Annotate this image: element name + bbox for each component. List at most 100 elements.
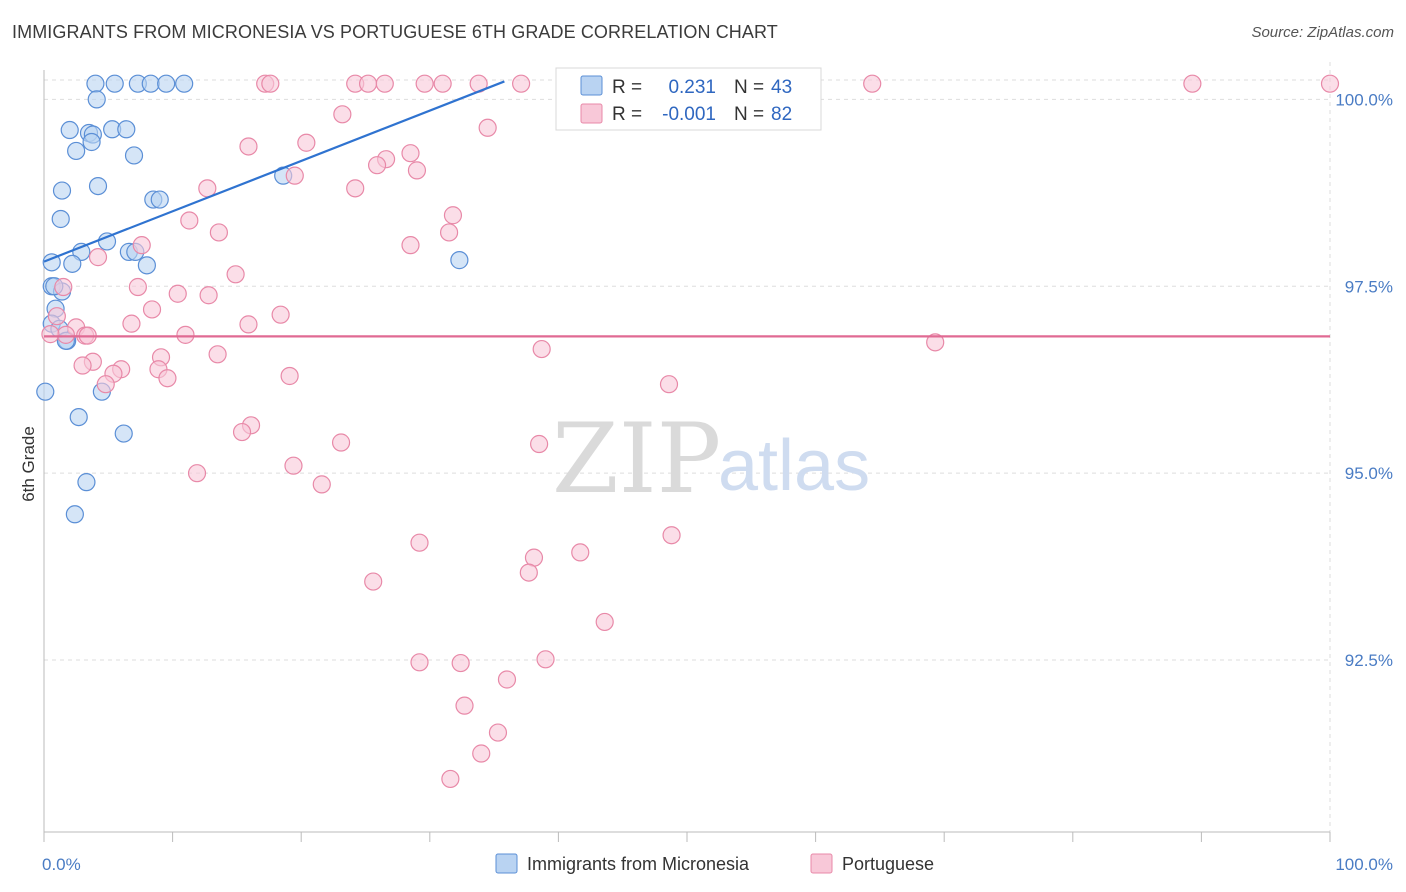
point-portuguese-49 [208, 345, 227, 364]
legend-r-label-micronesia: R = [612, 77, 642, 98]
point-portuguese-31 [226, 265, 245, 284]
point-portuguese-48 [926, 333, 945, 352]
series-portuguese-points [41, 74, 1340, 789]
point-portuguese-28 [401, 236, 420, 255]
point-portuguese-21 [285, 166, 304, 185]
legend-n-label-micronesia: N = [734, 77, 764, 98]
point-portuguese-5 [415, 74, 434, 93]
point-portuguese-65 [187, 464, 207, 483]
point-portuguese-27 [439, 223, 459, 242]
point-portuguese-1 [261, 74, 280, 93]
point-portuguese-19 [367, 156, 387, 175]
y-tick-label-0: 100.0% [1335, 90, 1393, 109]
point-portuguese-7 [512, 74, 531, 93]
legend-swatch-portuguese [580, 103, 603, 124]
point-portuguese-15 [297, 133, 316, 152]
point-portuguese-14 [478, 118, 497, 137]
point-portuguese-79 [488, 723, 508, 742]
point-micronesia-12 [82, 132, 101, 152]
point-portuguese-56 [158, 369, 177, 388]
point-portuguese-36 [142, 300, 162, 319]
point-portuguese-10 [1183, 74, 1202, 93]
point-micronesia-36 [36, 382, 55, 401]
point-portuguese-64 [284, 456, 303, 475]
point-portuguese-75 [451, 653, 470, 673]
point-micronesia-28 [450, 251, 469, 270]
point-portuguese-59 [659, 375, 679, 394]
point-micronesia-27 [137, 256, 156, 275]
point-portuguese-16 [239, 137, 258, 156]
watermark-atlas: atlas [718, 426, 870, 506]
point-micronesia-26 [63, 254, 82, 273]
point-portuguese-18 [401, 144, 420, 163]
point-portuguese-32 [128, 277, 147, 297]
point-portuguese-63 [530, 434, 549, 454]
point-micronesia-3 [141, 74, 160, 93]
stats-legend: R = 0.231 N = 43 R = -0.001 N = 82 [555, 67, 822, 131]
point-portuguese-69 [410, 533, 429, 552]
point-portuguese-11 [1320, 74, 1340, 93]
legend-swatch-micronesia [580, 75, 603, 96]
point-portuguese-58 [96, 375, 115, 394]
point-micronesia-0 [86, 74, 105, 93]
point-micronesia-40 [77, 473, 96, 492]
point-micronesia-11 [117, 120, 136, 139]
point-micronesia-16 [88, 176, 108, 196]
legend-r-label-portuguese: R = [612, 104, 642, 125]
point-micronesia-39 [114, 424, 133, 443]
x-tick-labels: 0.0% 100.0% [42, 855, 1393, 874]
point-portuguese-30 [88, 248, 108, 267]
point-micronesia-1 [105, 74, 124, 93]
point-portuguese-74 [410, 653, 429, 672]
point-portuguese-42 [56, 325, 75, 344]
point-portuguese-9 [863, 74, 882, 93]
point-portuguese-33 [54, 277, 73, 297]
watermark-zip: ZIP [552, 403, 721, 515]
point-portuguese-73 [595, 612, 614, 632]
y-tick-label-2: 95.0% [1345, 464, 1393, 483]
trend-lines [43, 80, 1330, 338]
chart-source: Source: ZipAtlas.com [1251, 24, 1394, 41]
point-portuguese-39 [122, 314, 141, 333]
point-micronesia-6 [87, 90, 106, 109]
series-legend-swatch-micronesia [495, 853, 518, 874]
point-portuguese-52 [73, 356, 92, 375]
y-tick-labels: 100.0% 97.5% 95.0% 92.5% [1335, 90, 1393, 670]
point-portuguese-13 [333, 105, 352, 124]
series-legend-swatch-portuguese [810, 853, 833, 874]
point-portuguese-57 [280, 366, 299, 386]
y-tick-label-3: 92.5% [1345, 651, 1393, 670]
legend-n-value-micronesia: 43 [771, 77, 792, 98]
point-portuguese-34 [168, 284, 187, 303]
point-portuguese-80 [472, 744, 491, 763]
series-legend: Immigrants from Micronesia Portuguese [495, 853, 934, 874]
y-axis-label: 6th Grade [19, 426, 38, 502]
point-portuguese-71 [519, 563, 538, 582]
x-tick-label-max: 100.0% [1335, 855, 1393, 874]
point-portuguese-72 [364, 572, 383, 591]
series-legend-label-micronesia: Immigrants from Micronesia [527, 854, 750, 874]
point-micronesia-14 [124, 146, 144, 165]
point-portuguese-43 [176, 325, 195, 344]
point-portuguese-46 [41, 325, 60, 344]
legend-r-value-micronesia: 0.231 [668, 77, 716, 98]
point-portuguese-67 [662, 526, 681, 545]
point-portuguese-76 [536, 650, 555, 669]
x-tick-label-min: 0.0% [42, 855, 81, 874]
point-portuguese-78 [455, 696, 474, 715]
point-portuguese-25 [443, 206, 463, 225]
point-micronesia-20 [51, 209, 70, 229]
point-portuguese-24 [180, 211, 199, 230]
point-portuguese-62 [331, 433, 351, 452]
point-micronesia-13 [67, 141, 86, 161]
point-portuguese-4 [375, 74, 394, 93]
legend-n-label-portuguese: N = [734, 104, 764, 125]
point-portuguese-61 [232, 422, 252, 442]
trend-line-micronesia [43, 80, 505, 263]
point-portuguese-6 [433, 74, 452, 93]
point-micronesia-5 [175, 74, 194, 93]
series-legend-label-portuguese: Portuguese [842, 854, 934, 874]
point-portuguese-47 [532, 339, 551, 359]
y-tick-label-1: 97.5% [1345, 277, 1393, 296]
